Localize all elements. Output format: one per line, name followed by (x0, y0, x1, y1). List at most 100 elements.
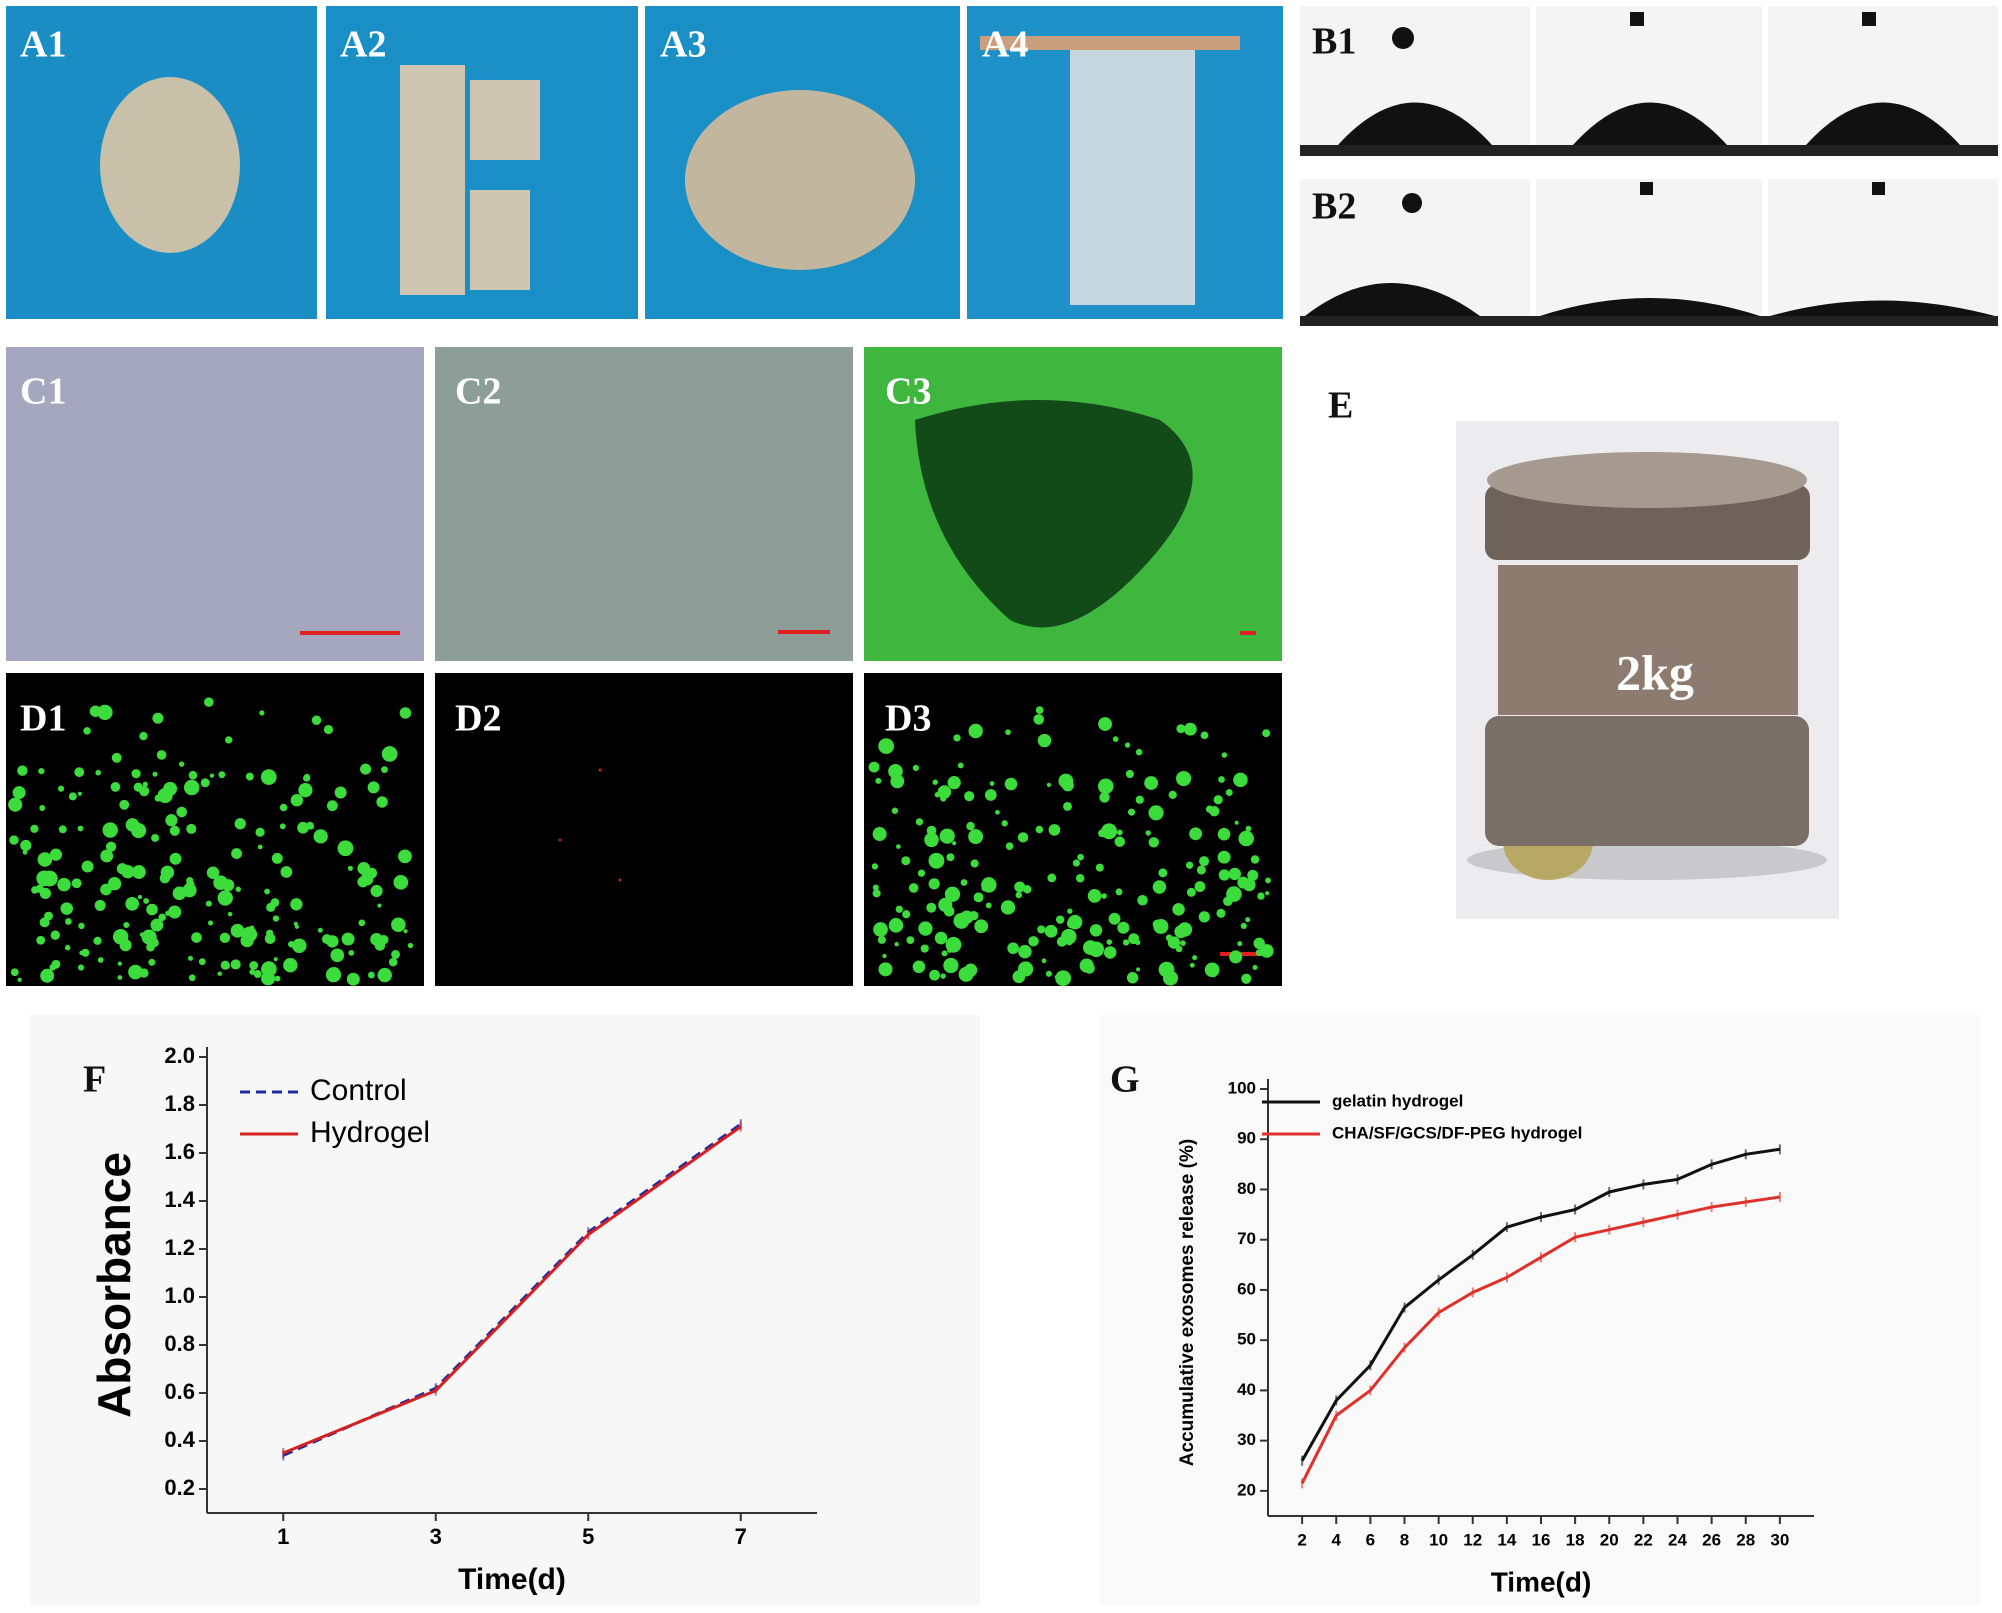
cell-dot (198, 958, 206, 966)
cell-dot (871, 863, 879, 870)
cell-dot (1005, 842, 1014, 851)
cell-dot (995, 809, 1000, 815)
cell-dot (74, 767, 85, 778)
cell-dot (274, 975, 281, 982)
cell-dot (403, 929, 408, 934)
x-tick-label: 18 (1566, 1530, 1585, 1549)
cell-dot (156, 750, 167, 760)
cell-dot (292, 938, 307, 953)
cell-dot (160, 865, 175, 880)
cell-dot (178, 761, 185, 767)
cell-dot (131, 822, 147, 839)
cell-dot (326, 800, 338, 812)
cell-dot (169, 825, 180, 836)
cell-dot (1115, 888, 1123, 896)
cell-dot (1241, 973, 1252, 984)
cell-dot (393, 875, 409, 890)
cell-dot (280, 866, 293, 878)
cell-dot (325, 967, 342, 983)
photo-d (6, 673, 1282, 987)
x-tick-label: 28 (1736, 1530, 1755, 1549)
x-axis-label: Time(d) (1491, 1566, 1592, 1597)
cell-dot (939, 828, 955, 844)
cell-dot (370, 933, 383, 946)
cell-dot (146, 942, 155, 952)
cell-dot (398, 849, 412, 864)
cell-dot (123, 921, 130, 929)
cell-dot (326, 935, 339, 948)
cell-dot (222, 879, 235, 892)
cell-dot (1250, 855, 1260, 864)
chart-background (1100, 1015, 1980, 1605)
cell-dot (929, 969, 940, 981)
cell-dot (1055, 915, 1065, 924)
cell-dot (1262, 729, 1271, 738)
cell-dot (358, 919, 366, 927)
panel-label: C2 (455, 371, 501, 413)
cell-dot (945, 936, 962, 953)
cell-dot (388, 957, 398, 967)
cell-dot (928, 852, 945, 869)
panel-label: B1 (1312, 21, 1356, 63)
cell-dot (1098, 829, 1107, 838)
cell-dot (77, 791, 82, 796)
cell-dot (165, 910, 171, 916)
cell-dot (1238, 830, 1254, 847)
cell-dot (934, 931, 948, 945)
cell-dot (1228, 867, 1241, 881)
cell-dot (188, 974, 196, 982)
cell-dot (1245, 825, 1252, 832)
cell-dot (1103, 946, 1117, 959)
cell-dot (1135, 748, 1143, 756)
cell-dot (1221, 752, 1228, 758)
cell-dot (97, 704, 113, 721)
cell-dot (407, 942, 414, 949)
cell-dot (1237, 941, 1243, 947)
cell-dot (279, 803, 288, 812)
cell-dot (1087, 889, 1102, 903)
cell-dot (218, 771, 226, 779)
cell-dot (360, 763, 372, 775)
cell-dot (937, 785, 952, 799)
cell-dot (183, 779, 200, 796)
cell-dot (49, 848, 63, 861)
series-line (282, 1125, 742, 1455)
cell-dot (878, 738, 895, 754)
cell-dot (1075, 874, 1085, 883)
cell-dot (957, 762, 964, 769)
cell-dot (105, 841, 117, 852)
cell-dot (1223, 896, 1233, 907)
x-tick-label: 24 (1668, 1530, 1687, 1549)
cell-dot (172, 886, 187, 901)
cell-dot (1194, 881, 1206, 892)
cell-dot (348, 949, 355, 956)
cell-dot (49, 964, 56, 971)
cell-dot (1200, 731, 1209, 740)
cell-dot (1234, 820, 1239, 825)
cell-dot (1045, 970, 1052, 977)
cell-dot (167, 820, 173, 825)
cell-dot (154, 794, 162, 802)
x-tick-label: 2 (1297, 1530, 1306, 1549)
cell-dot (186, 823, 197, 834)
cell-dot (137, 894, 143, 900)
cell-dot (205, 900, 212, 907)
cell-dot (266, 902, 276, 912)
y-axis-label: Accumulative exosomes release (%) (1177, 1139, 1198, 1466)
cell-dot (230, 923, 245, 938)
cell-dot (119, 939, 132, 952)
cell-dot (918, 921, 933, 936)
cell-dot (249, 925, 255, 930)
cell-dot (1017, 832, 1029, 843)
cell-dot (12, 786, 26, 800)
cell-dot (133, 782, 143, 792)
cell-dot (1218, 869, 1231, 881)
photo-a (6, 6, 1283, 319)
cell-dot (1108, 912, 1121, 925)
y-tick-label: 0.2 (164, 1475, 195, 1500)
cell-dot (377, 967, 392, 983)
cell-dot (65, 918, 72, 925)
cell-dot (1124, 742, 1131, 748)
cell-dot (323, 724, 334, 735)
y-tick-label: 70 (1237, 1229, 1256, 1248)
